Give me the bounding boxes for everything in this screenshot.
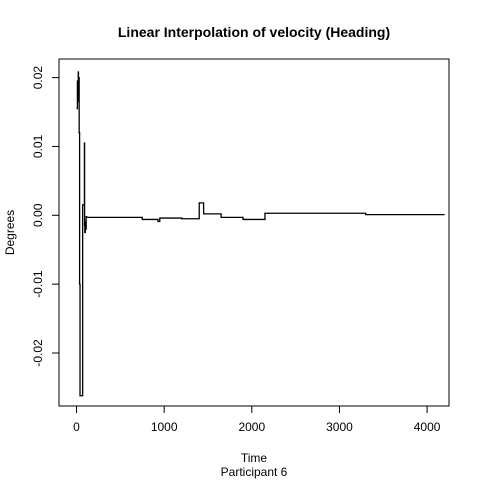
y-tick-label: 0.00: [31, 203, 45, 227]
x-tick-label: 0: [73, 420, 80, 434]
y-tick-label: 0.01: [31, 134, 45, 158]
plot-frame: [59, 59, 449, 406]
chart-title: Linear Interpolation of velocity (Headin…: [118, 24, 390, 40]
x-tick-label: 2000: [238, 420, 265, 434]
y-tick-label: -0.02: [31, 339, 45, 367]
x-tick-label: 4000: [414, 420, 441, 434]
series-line: [77, 72, 445, 396]
y-tick-label: 0.02: [31, 66, 45, 90]
series-group: [77, 72, 445, 396]
x-tick-label: 3000: [326, 420, 353, 434]
y-axis-label: Degrees: [3, 210, 17, 255]
x-axis-label: Time: [241, 451, 268, 465]
x-tick-label: 1000: [151, 420, 178, 434]
x-axis: 0 1000 2000 3000 4000: [73, 406, 441, 434]
chart-subtitle: Participant 6: [221, 465, 288, 479]
y-tick-label: -0.01: [31, 270, 45, 298]
y-axis: -0.02 -0.01 0.00 0.01 0.02: [31, 66, 59, 367]
